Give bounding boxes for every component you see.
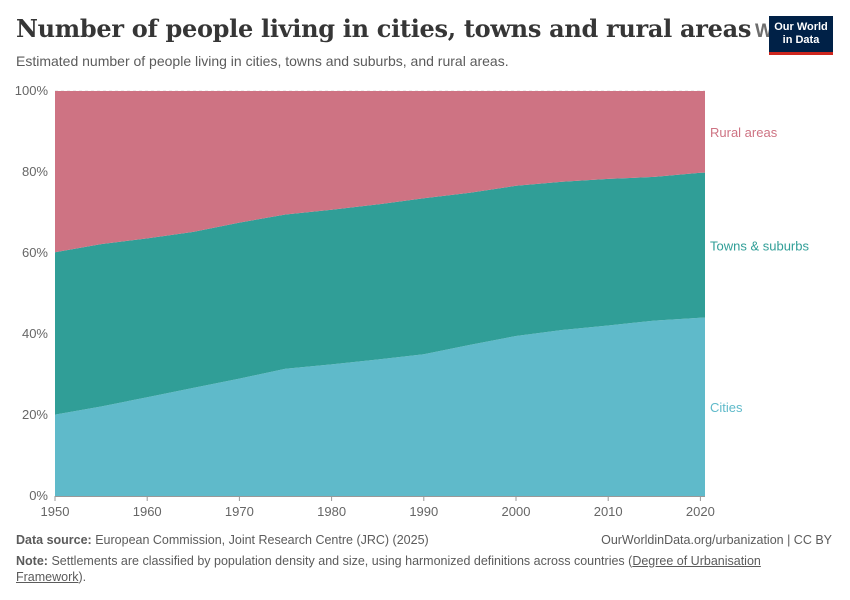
x-tick-label: 2000 — [502, 504, 531, 519]
note-text: Settlements are classified by population… — [51, 554, 633, 568]
source-text: European Commission, Joint Research Cent… — [95, 533, 429, 547]
x-tick-label: 1990 — [409, 504, 438, 519]
x-tick-label: 1970 — [225, 504, 254, 519]
area-chart: 0% 20% 40% 60% 80% 100% 1950 1960 1970 1980 1990 20… — [15, 83, 810, 519]
source-url[interactable]: OurWorldinData.org/urbanization | CC BY — [601, 533, 832, 547]
x-tick-label: 1950 — [41, 504, 70, 519]
y-tick-label: 100% — [15, 83, 49, 98]
series-label: Cities — [710, 400, 743, 415]
y-tick-label: 60% — [22, 245, 48, 260]
data-source: Data source: European Commission, Joint … — [16, 533, 429, 547]
area-cities — [55, 317, 705, 496]
y-tick-label: 80% — [22, 164, 48, 179]
series-label: Towns & suburbs — [710, 238, 809, 253]
area-towns-suburbs — [55, 172, 705, 415]
owid-logo[interactable]: Our World in Data — [769, 16, 833, 55]
x-tick-label: 2010 — [594, 504, 623, 519]
logo-line-2: in Data — [782, 34, 820, 46]
logo-line-1: Our World — [774, 21, 828, 33]
note-label: Note: — [16, 554, 48, 568]
y-tick-label: 20% — [22, 407, 48, 422]
chart-subtitle: Estimated number of people living in cit… — [16, 53, 509, 69]
chart-note: Note: Settlements are classified by popu… — [16, 553, 796, 585]
x-tick-label: 1980 — [317, 504, 346, 519]
area-rural-areas — [55, 91, 705, 253]
title-text: Number of people living in cities, towns… — [16, 14, 752, 43]
source-label: Data source: — [16, 533, 92, 547]
y-tick-label: 40% — [22, 326, 48, 341]
y-tick-label: 0% — [29, 488, 48, 503]
note-end: ). — [78, 570, 87, 584]
note-link[interactable]: Degree of Urbanisation Framework — [16, 554, 761, 584]
series-label: Rural areas — [710, 125, 778, 140]
x-tick-label: 1960 — [133, 504, 162, 519]
x-tick-label: 2020 — [686, 504, 715, 519]
